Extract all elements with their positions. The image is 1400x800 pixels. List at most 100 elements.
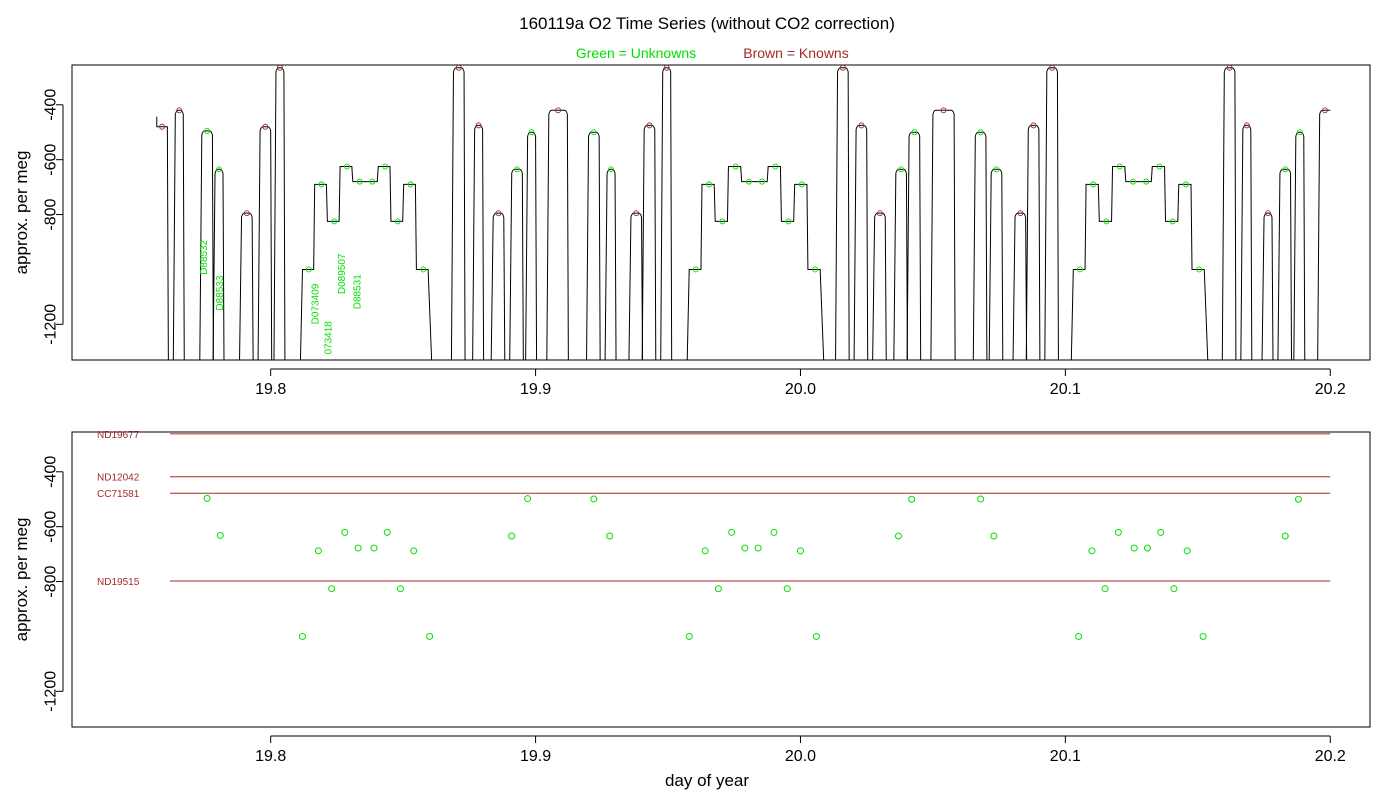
unknown-point: [383, 528, 391, 536]
unknown-point: [1281, 532, 1289, 540]
o2-trace-run: [686, 166, 825, 361]
o2-trace-segment: [472, 124, 485, 361]
plateau-marker: [1076, 266, 1083, 273]
plateau-marker: [759, 178, 766, 185]
o2-trace-segment: [586, 131, 601, 361]
o2-trace-segment: [1025, 124, 1041, 361]
plateau-marker: [331, 218, 338, 225]
unknown-plateau-marker: [1282, 166, 1289, 173]
unknown-point: [328, 585, 336, 593]
unknown-point: [770, 528, 778, 536]
known-plateau-marker: [475, 122, 482, 129]
top-panel: 19.8 19.9 20.0 20.1 20.2 -400 -600 -800 -1200 app…: [12, 64, 1371, 398]
x-tick-label: 19.9: [520, 748, 551, 765]
o2-trace-segment: [525, 131, 538, 361]
chart-title: 160119a O2 Time Series (without CO2 corr…: [519, 14, 895, 33]
x-tick-label: 19.9: [520, 381, 551, 398]
unknown-point: [1294, 495, 1302, 503]
unknown-point: [203, 494, 211, 502]
known-plateau-marker: [940, 107, 947, 114]
unknown-point: [1183, 547, 1191, 555]
x-tick-label: 20.2: [1315, 381, 1346, 398]
known-plateau-marker: [455, 64, 462, 71]
o2-trace-segment: [199, 130, 214, 361]
o2-trace-segment: [988, 168, 1004, 361]
plateau-marker: [369, 178, 376, 185]
known-reference-label: CC71581: [97, 489, 140, 500]
plateau-marker: [382, 163, 389, 170]
unknown-point: [796, 547, 804, 555]
plateau-marker: [394, 218, 401, 225]
x-tick-label: 19.8: [255, 748, 286, 765]
known-plateau-marker: [1030, 122, 1037, 129]
legend-knowns: Brown = Knowns: [743, 45, 848, 61]
y-tick-label: -400: [43, 89, 60, 121]
unknown-point: [354, 544, 362, 552]
unknown-point: [1130, 544, 1138, 552]
o2-trace-segment: [906, 131, 922, 361]
plateau-marker: [706, 181, 713, 188]
x-tick-label: 19.8: [255, 381, 286, 398]
unknown-point: [754, 544, 762, 552]
o2-trace-segment: [835, 67, 850, 361]
unknown-point: [508, 532, 516, 540]
y-tick-label: -600: [43, 144, 60, 176]
y-tick-label: -1200: [43, 671, 60, 712]
unknown-point: [741, 544, 749, 552]
sample-id-label: D073409: [310, 283, 321, 324]
unknown-point: [728, 528, 736, 536]
unknown-point: [341, 528, 349, 536]
plateau-marker: [785, 218, 792, 225]
unknown-point: [714, 585, 722, 593]
x-tick-label: 20.1: [1050, 381, 1081, 398]
unknown-point: [216, 531, 224, 539]
known-plateau-marker: [876, 210, 883, 217]
known-reference-label: ND19677: [97, 430, 140, 441]
unknown-point: [908, 495, 916, 503]
o2-trace-segment: [1240, 124, 1253, 361]
unknown-plateau-marker: [1296, 129, 1303, 136]
plateau-marker: [1196, 266, 1203, 273]
plateau-marker: [356, 178, 363, 185]
known-plateau-marker: [1322, 107, 1328, 114]
known-plateau-marker: [1265, 210, 1271, 217]
plateau-marker: [812, 266, 818, 273]
known-plateau-marker: [646, 122, 653, 129]
plateau-marker: [1156, 163, 1163, 170]
unknown-plateau-marker: [590, 129, 597, 136]
o2-trace-segment: [930, 109, 956, 361]
unknown-plateau-marker: [514, 166, 520, 173]
plateau-marker: [305, 266, 312, 273]
plateau-marker: [1103, 218, 1110, 225]
unknown-point: [426, 632, 434, 640]
unknown-plateau-marker: [911, 129, 918, 136]
unknown-point: [396, 585, 404, 593]
o2-trace-run: [299, 166, 433, 361]
y-axis-title: approx. per meg: [12, 151, 31, 275]
o2-trace-segment: [156, 116, 169, 361]
x-axis-title: day of year: [665, 771, 749, 790]
plateau-marker: [407, 181, 414, 188]
unknown-point: [1157, 528, 1165, 536]
known-plateau-marker: [243, 210, 250, 217]
plateau-marker: [772, 163, 779, 170]
unknown-point: [894, 532, 902, 540]
o2-trace-segment: [641, 124, 657, 361]
o2-trace-segment: [893, 168, 908, 361]
plateau-marker: [745, 178, 752, 185]
o2-trace-segment: [1261, 212, 1274, 361]
unknown-point: [990, 532, 998, 540]
known-plateau-marker: [1017, 210, 1024, 217]
known-plateau-marker: [495, 210, 502, 217]
known-plateau-marker: [839, 64, 846, 71]
o2-trace-segment: [872, 212, 887, 361]
o2-trace-segment: [1044, 67, 1059, 361]
unknown-point: [977, 495, 985, 503]
o2-trace-segment: [1012, 212, 1028, 361]
plateau-marker: [798, 181, 805, 188]
o2-trace-segment: [509, 168, 524, 361]
y-tick-label: -600: [43, 511, 60, 543]
o2-trace-segment: [628, 212, 644, 361]
unknown-point: [1143, 544, 1151, 552]
unknown-point: [783, 585, 791, 593]
